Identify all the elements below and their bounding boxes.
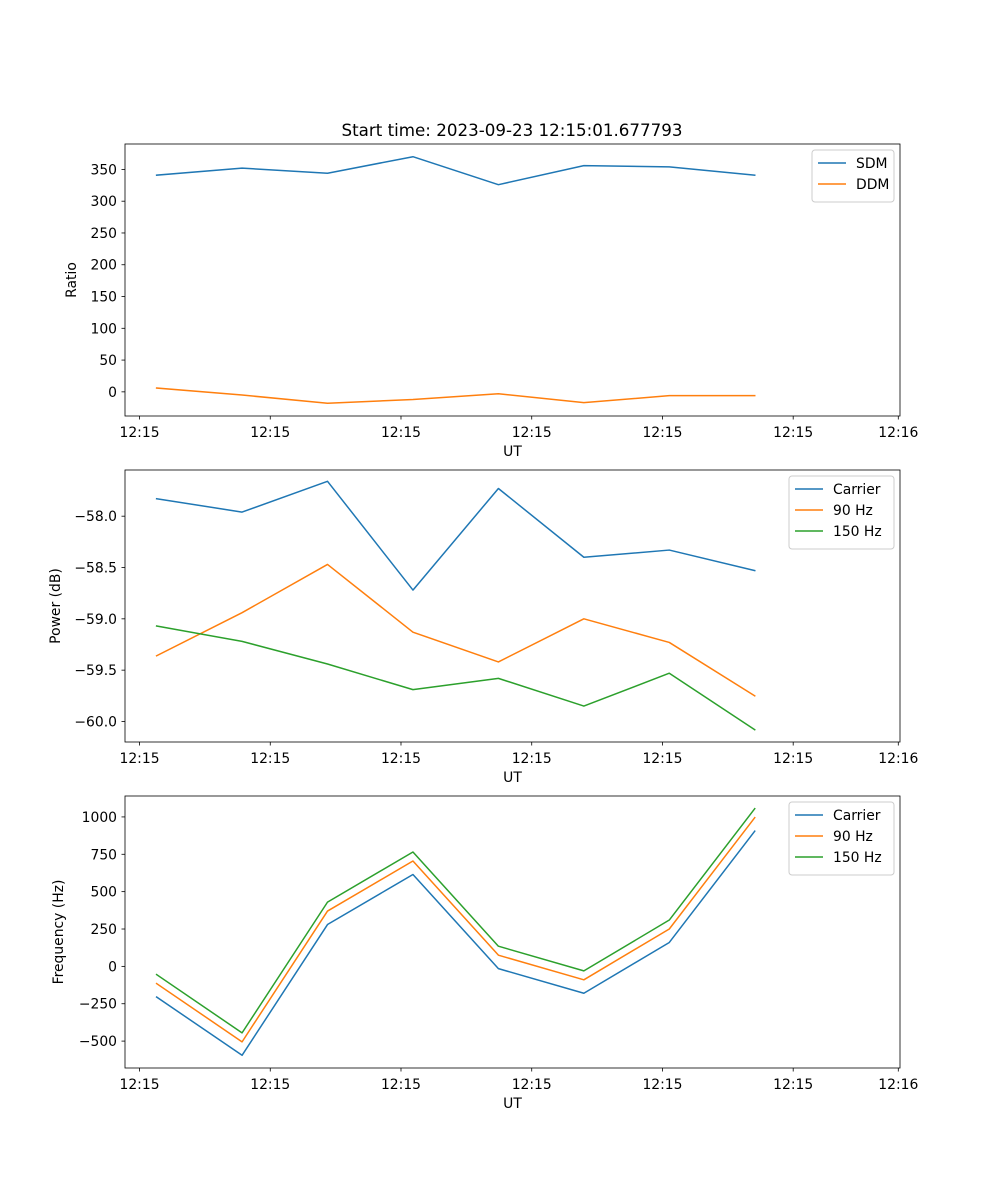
x-tick-label: 12:15 xyxy=(120,1077,160,1093)
series-line-150-hz xyxy=(155,625,756,731)
figure-title: Start time: 2023-09-23 12:15:01.677793 xyxy=(342,120,683,140)
legend-label: 150 Hz xyxy=(833,850,882,866)
legend-label: 90 Hz xyxy=(833,503,873,519)
legend: Carrier 90 Hz 150 Hz xyxy=(788,801,895,876)
y-axis-label: Frequency (Hz) xyxy=(51,880,67,985)
legend-label: 150 Hz xyxy=(833,524,882,540)
x-tick-label: 12:15 xyxy=(250,1077,290,1093)
x-tick-label: 12:16 xyxy=(878,425,918,441)
x-tick-label: 12:15 xyxy=(642,1077,682,1093)
y-tick-label: 0 xyxy=(108,385,117,401)
series-line-90-hz xyxy=(155,816,756,1043)
y-tick-label: 100 xyxy=(90,321,117,337)
y-tick-label: 300 xyxy=(90,194,117,210)
chart-panel-1: 12:15 12:15 12:15 12:15 12:15 12:15 12:16 0 50 10… xyxy=(64,143,918,460)
x-tick-label: 12:15 xyxy=(512,751,552,767)
series-line-150-hz xyxy=(155,807,756,1034)
x-tick-label: 12:15 xyxy=(381,425,421,441)
y-tick-label: −59.0 xyxy=(74,612,117,628)
x-axis-label: UT xyxy=(503,770,522,786)
legend: Carrier 90 Hz 150 Hz xyxy=(788,475,895,550)
series-line-carrier xyxy=(155,830,756,1057)
y-tick-label: −60.0 xyxy=(74,714,117,730)
legend-label: 90 Hz xyxy=(833,829,873,845)
y-tick-label: 250 xyxy=(90,922,117,938)
x-tick-label: 12:15 xyxy=(642,751,682,767)
x-tick-label: 12:15 xyxy=(381,751,421,767)
series-line-sdm xyxy=(155,155,756,186)
chart-panel-3: 12:15 12:15 12:15 12:15 12:15 12:15 12:16 −500 −… xyxy=(51,795,918,1112)
legend-label: Carrier xyxy=(833,808,881,824)
x-tick-label: 12:16 xyxy=(878,751,918,767)
x-tick-label: 12:15 xyxy=(120,425,160,441)
x-tick-label: 12:16 xyxy=(878,1077,918,1093)
y-axis-label: Ratio xyxy=(64,262,80,298)
axes-frame xyxy=(124,143,901,417)
x-tick-label: 12:15 xyxy=(381,1077,421,1093)
y-tick-label: 150 xyxy=(90,290,117,306)
y-axis-label: Power (dB) xyxy=(48,568,64,644)
y-tick-label: 0 xyxy=(108,959,117,975)
legend-label: SDM xyxy=(856,156,888,172)
x-tick-label: 12:15 xyxy=(773,1077,813,1093)
y-tick-label: 250 xyxy=(90,226,117,242)
y-tick-label: 500 xyxy=(90,885,117,901)
x-tick-label: 12:15 xyxy=(773,425,813,441)
x-tick-label: 12:15 xyxy=(512,425,552,441)
series-line-carrier xyxy=(155,480,756,591)
x-axis-label: UT xyxy=(503,444,522,460)
y-tick-label: −58.0 xyxy=(74,509,117,525)
y-tick-label: 50 xyxy=(99,353,117,369)
x-tick-label: 12:15 xyxy=(120,751,160,767)
x-tick-label: 12:15 xyxy=(250,425,290,441)
chart-panel-2: 12:15 12:15 12:15 12:15 12:15 12:15 12:16 −60.0… xyxy=(48,469,918,786)
y-tick-label: −250 xyxy=(79,997,117,1013)
y-tick-label: 1000 xyxy=(82,810,117,826)
x-tick-label: 12:15 xyxy=(773,751,813,767)
axes-frame xyxy=(124,795,901,1069)
y-tick-label: 200 xyxy=(90,258,117,274)
y-tick-label: 750 xyxy=(90,847,117,863)
x-tick-label: 12:15 xyxy=(642,425,682,441)
legend-label: Carrier xyxy=(833,482,881,498)
x-tick-label: 12:15 xyxy=(512,1077,552,1093)
series-line-ddm xyxy=(155,387,756,405)
legend-label: DDM xyxy=(856,177,889,193)
legend: SDM DDM xyxy=(811,149,895,203)
series-line-90-hz xyxy=(155,563,756,697)
y-tick-label: −59.5 xyxy=(74,663,117,679)
x-axis-label: UT xyxy=(503,1096,522,1112)
y-tick-label: 350 xyxy=(90,162,117,178)
y-tick-label: −500 xyxy=(79,1034,117,1050)
y-tick-label: −58.5 xyxy=(74,561,117,577)
x-tick-label: 12:15 xyxy=(250,751,290,767)
axes-frame xyxy=(124,469,901,743)
